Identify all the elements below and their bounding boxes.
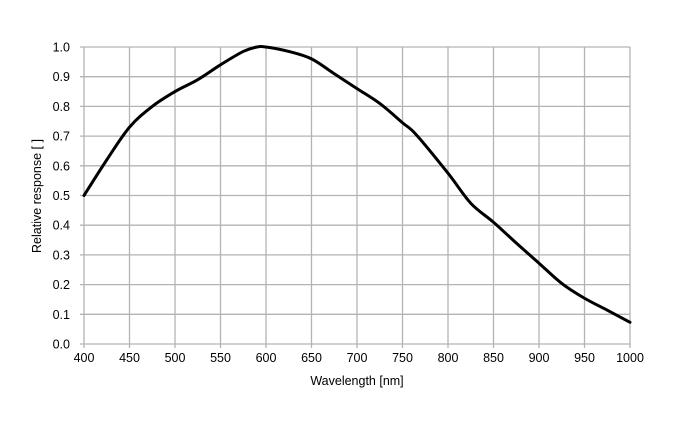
x-tick-label: 400 [74,351,95,365]
x-tick-labels: 400 450 500 550 600 650 700 750 800 850 900 950 1000 [74,351,644,365]
x-tick-label: 700 [347,351,368,365]
y-tick-label: 0.6 [53,159,70,173]
x-tick-label: 850 [483,351,504,365]
y-tick-label: 0.3 [53,248,70,262]
series-line [82,44,632,324]
y-tick-label: 0.7 [53,130,70,144]
y-tick-label: 0.4 [53,219,70,233]
y-tick-labels: 0.0 0.1 0.2 0.3 0.4 0.5 0.6 0.7 0.8 0.9 1.0 [53,41,70,352]
y-tick-label: 0.2 [53,278,70,292]
x-tick-label: 450 [119,351,140,365]
y-tick-label: 0.9 [53,70,70,84]
y-axis-title: Relative response [ ] [30,139,44,253]
y-tick-label: 1.0 [53,41,70,55]
x-tick-label: 900 [529,351,550,365]
y-tick-label: 0.8 [53,100,70,114]
x-tick-label: 750 [392,351,413,365]
x-tick-label: 500 [165,351,186,365]
x-tick-label: 1000 [616,351,644,365]
x-tick-label: 600 [256,351,277,365]
y-tick-label: 0.5 [53,189,70,203]
x-tick-label: 800 [438,351,459,365]
y-tick-label: 0.0 [53,338,70,352]
x-tick-label: 650 [301,351,322,365]
y-tick-label: 0.1 [53,308,70,322]
x-tick-label: 950 [574,351,595,365]
x-axis-title: Wavelength [nm] [310,374,403,388]
x-tick-label: 550 [210,351,231,365]
grid [80,46,631,348]
